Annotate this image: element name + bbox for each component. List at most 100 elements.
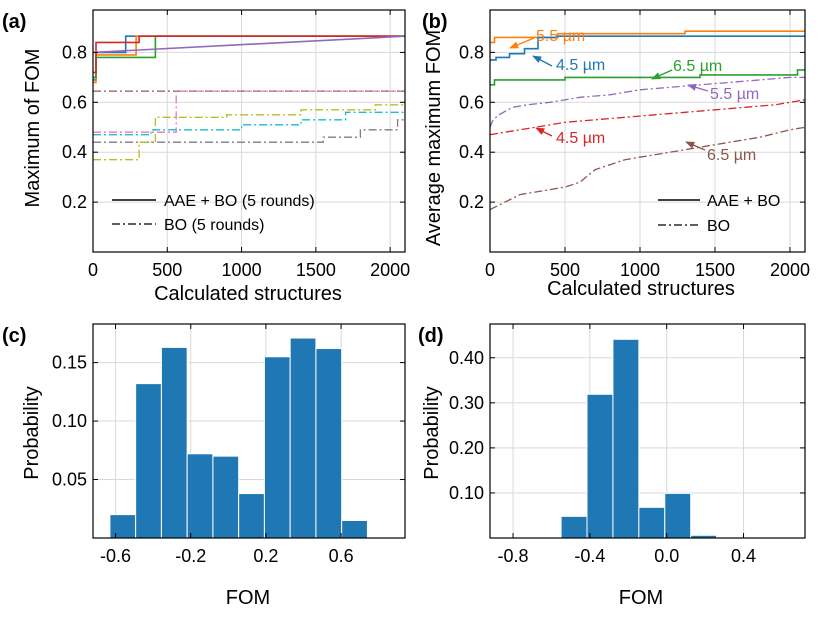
annotation-bo-5-5um: 5.5 µm xyxy=(710,86,759,103)
panel-a-series-bo-round-2 xyxy=(93,90,405,133)
panel-d-letter: (d) xyxy=(418,325,444,347)
panel-b-ylabel: Average maximum FOM xyxy=(423,30,445,246)
legend-label-bo-5-rounds: BO (5 rounds) xyxy=(164,217,264,234)
panel-b-ytick-label-3: 0.8 xyxy=(459,42,484,62)
panel-b-marks xyxy=(490,30,805,211)
panel-a-ylabel: Maximum of FOM xyxy=(22,49,44,208)
panel-c-xtick-label-3: 0.6 xyxy=(329,546,354,566)
panel-d: (d) FOM Probability -0.8 -0.4 0.0 0.4 0.10 0.… xyxy=(418,323,806,609)
panel-d-plot-area: -0.8 -0.4 0.0 0.4 0.10 0.20 0.30 0.40 xyxy=(449,323,806,566)
panel-b-annotations: 5.5 µm 4.5 µm 6.5 µm 5.5 µm 4.5 µm 6.5 µ… xyxy=(509,28,759,164)
annotation-arrow-green xyxy=(651,69,673,80)
annotation-aae-6-5um: 6.5 µm xyxy=(673,58,722,75)
panel-c-bar-8 xyxy=(315,348,343,538)
panel-c: (c) FOM Probability -0.6 -0.2 0.2 0.6 0.05 0.… xyxy=(2,323,406,609)
panel-a-plot-area: 0 500 1000 1500 2000 0.2 0.4 0.6 0.8 xyxy=(62,9,410,280)
panel-b-legend: AAE + BO BO xyxy=(658,193,780,235)
panel-c-letter: (c) xyxy=(2,325,26,347)
panel-a-xtick-label-0: 0 xyxy=(88,260,98,280)
panel-c-xlabel: FOM xyxy=(226,587,270,609)
annotation-arrow-blue xyxy=(532,55,553,67)
panel-b-xtick-label-4: 2000 xyxy=(770,260,810,280)
panel-c-bar-3 xyxy=(186,453,214,538)
panel-c-marks xyxy=(109,337,368,538)
panel-b-series-aae-bo-6-5-m xyxy=(490,69,805,86)
panel-a-xtick-label-3: 1500 xyxy=(296,260,336,280)
panel-d-bar-5 xyxy=(638,506,666,538)
panel-d-xtick-label-1: -0.4 xyxy=(574,546,605,566)
panel-c-ylabel: Probability xyxy=(21,386,43,479)
panel-a-series-aae-bo-round-5 xyxy=(93,35,405,54)
panel-d-ylabel: Probability xyxy=(421,386,443,479)
legend-label-aae-bo: AAE + BO xyxy=(707,193,780,210)
panel-b-letter: (b) xyxy=(422,11,448,33)
annotation-arrow-purple xyxy=(687,83,709,92)
legend-label-aae-bo-5-rounds: AAE + BO (5 rounds) xyxy=(164,193,315,210)
panel-d-ytick-label-0: 0.10 xyxy=(449,483,484,503)
panel-b-xtick-label-3: 1500 xyxy=(695,260,735,280)
panel-b-xtick-label-2: 1000 xyxy=(620,260,660,280)
panel-b-series-aae-bo-4-5-m xyxy=(490,35,805,61)
panel-b-xtick-label-0: 0 xyxy=(485,260,495,280)
panel-c-xtick-label-2: 0.2 xyxy=(253,546,278,566)
annotation-arrow-red xyxy=(535,127,553,137)
panel-b-xlabel: Calculated structures xyxy=(547,278,735,300)
panel-a-xlabel: Calculated structures xyxy=(154,283,342,305)
panel-c-plot-area: -0.6 -0.2 0.2 0.6 0.05 0.10 0.15 xyxy=(52,323,406,566)
panel-d-axes-frame xyxy=(489,323,806,539)
panel-a-ytick-label-0: 0.2 xyxy=(62,192,87,212)
panel-a-series-bo-round-5 xyxy=(93,111,405,136)
panel-c-bar-0 xyxy=(109,514,137,538)
panel-a-ytick-label-2: 0.6 xyxy=(62,92,87,112)
panel-a-series-aae-bo-round-4 xyxy=(93,35,405,74)
panel-b-series-bo-5-5-m xyxy=(490,76,805,128)
panel-c-bar-2 xyxy=(160,346,188,538)
panel-c-axes-frame xyxy=(92,323,406,539)
panel-a: (a) Calculated structures Maximum of FOM… xyxy=(2,9,410,305)
panel-d-marks xyxy=(534,338,770,538)
panel-c-ytick-label-1: 0.10 xyxy=(52,411,87,431)
panel-b: (b) Calculated structures Average maximu… xyxy=(422,9,810,300)
panel-d-bar-2 xyxy=(560,515,588,538)
panel-c-ytick-label-0: 0.05 xyxy=(52,470,87,490)
panel-b-axes-frame xyxy=(489,9,806,253)
panel-a-letter: (a) xyxy=(2,11,26,33)
panel-a-xtick-label-4: 2000 xyxy=(370,260,410,280)
legend-label-bo: BO xyxy=(707,218,730,235)
annotation-bo-4-5um: 4.5 µm xyxy=(556,130,605,147)
panel-a-ytick-label-1: 0.4 xyxy=(62,142,87,162)
panel-a-marks xyxy=(93,35,405,161)
panel-c-bar-9 xyxy=(341,519,368,538)
panel-d-xtick-label-0: -0.8 xyxy=(498,546,529,566)
panel-d-ytick-label-2: 0.30 xyxy=(449,393,484,413)
panel-a-xtick-label-2: 1000 xyxy=(222,260,262,280)
panel-a-legend: AAE + BO (5 rounds) BO (5 rounds) xyxy=(112,193,315,234)
panel-c-bar-1 xyxy=(135,383,162,538)
panel-d-bar-4 xyxy=(612,338,640,538)
annotation-aae-5-5um: 5.5 µm xyxy=(536,28,585,45)
panel-b-plot-area: 0 500 1000 1500 2000 0.2 0.4 0.6 0.8 xyxy=(459,9,810,280)
annotation-arrow-brown xyxy=(685,141,706,151)
panel-d-bar-3 xyxy=(586,393,614,538)
panel-c-ytick-label-2: 0.15 xyxy=(52,353,87,373)
panel-c-bar-4 xyxy=(212,455,240,538)
panel-d-bar-6 xyxy=(664,492,692,538)
panel-d-xtick-label-3: 0.4 xyxy=(731,546,756,566)
panel-a-series-bo-round-4 xyxy=(93,104,405,161)
panel-c-bar-6 xyxy=(263,356,291,538)
panel-c-xtick-label-0: -0.6 xyxy=(100,546,131,566)
panel-c-bar-5 xyxy=(238,493,265,538)
panel-b-ytick-label-2: 0.6 xyxy=(459,92,484,112)
annotation-aae-4-5um: 4.5 µm xyxy=(556,57,605,74)
panel-b-series-bo-4-5-m xyxy=(490,99,805,136)
panel-a-xtick-label-1: 500 xyxy=(152,260,182,280)
panel-c-bar-7 xyxy=(289,337,317,538)
panel-b-ytick-label-0: 0.2 xyxy=(459,192,484,212)
panel-a-axes-frame xyxy=(92,9,406,253)
panel-b-ytick-label-1: 0.4 xyxy=(459,142,484,162)
annotation-arrow-orange xyxy=(509,37,535,49)
panel-d-xlabel: FOM xyxy=(619,587,663,609)
panel-a-series-bo-round-3 xyxy=(93,119,405,143)
annotation-bo-6-5um: 6.5 µm xyxy=(707,147,756,164)
